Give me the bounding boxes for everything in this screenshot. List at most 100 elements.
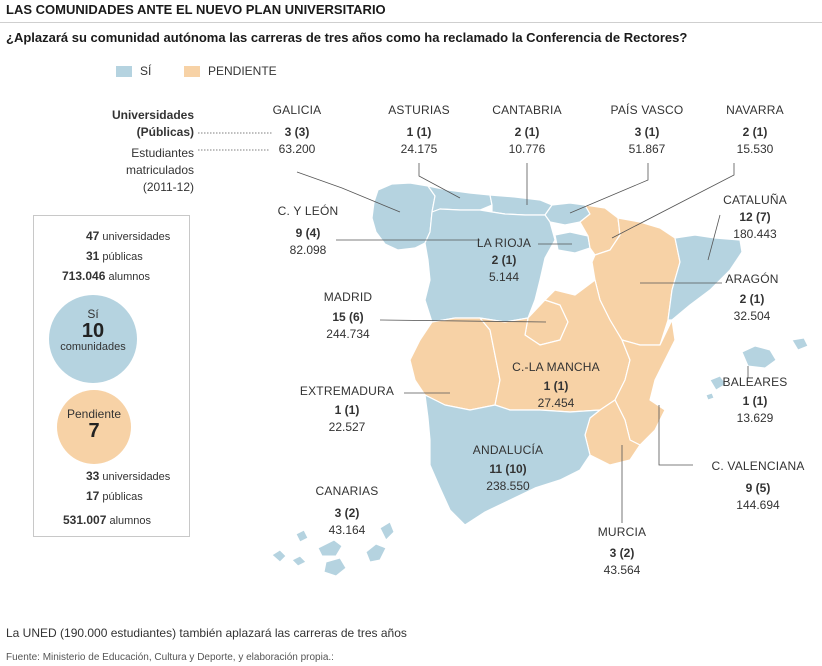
murcia-univ: 3 (2) <box>609 546 635 560</box>
galicia-univ: 3 (3) <box>284 125 310 139</box>
clamancha-univ: 1 (1) <box>543 379 569 393</box>
label-cataluna[interactable]: CATALUÑA 12 (7) 180.443 <box>712 192 798 243</box>
label-pais-vasco[interactable]: PAÍS VASCO 3 (1) 51.867 <box>600 102 694 158</box>
si-universidades-num: 47 <box>86 229 100 243</box>
leader-asturias <box>418 163 461 199</box>
region-asturias[interactable] <box>427 185 493 213</box>
pendiente-publicas-num: 17 <box>86 489 100 503</box>
region-canarias[interactable] <box>271 521 395 577</box>
la-rioja-univ: 2 (1) <box>491 253 517 267</box>
key-matriculados: matriculados <box>125 163 194 177</box>
si-publicas-txt: públicas <box>102 251 143 263</box>
aragon-univ: 2 (1) <box>739 292 765 306</box>
label-extremadura[interactable]: EXTREMADURA 1 (1) 22.527 <box>291 383 403 436</box>
cantabria-univ: 2 (1) <box>514 125 540 139</box>
label-andalucia[interactable]: ANDALUCÍA 11 (10) 238.550 <box>465 442 551 495</box>
clamancha-students: 27.454 <box>537 396 575 410</box>
key-estudiantes: Estudiantes <box>131 146 194 160</box>
andalucia-students: 238.550 <box>486 479 530 493</box>
label-clamancha[interactable]: C.-LA MANCHA 1 (1) 27.454 <box>503 359 609 412</box>
pendiente-universidades-txt: universidades <box>102 471 171 483</box>
region-extremadura[interactable] <box>409 317 501 411</box>
navarra-name: NAVARRA <box>726 103 784 117</box>
si-alumnos-num: 713.046 <box>62 269 106 283</box>
pendiente-circle-label: Pendiente <box>66 407 122 421</box>
label-aragon[interactable]: ARAGÓN 2 (1) 32.504 <box>718 271 786 325</box>
summary-box <box>33 215 190 537</box>
source-note: Fuente: Ministerio de Educación, Cultura… <box>6 652 334 663</box>
si-circle: Sí 10 comunidades <box>49 295 137 383</box>
region-la-rioja[interactable] <box>554 231 591 254</box>
legend-si: SÍ <box>116 64 151 78</box>
label-galicia[interactable]: GALICIA 3 (3) 63.200 <box>262 102 332 158</box>
asturias-univ: 1 (1) <box>406 125 432 139</box>
cyleon-univ: 9 (4) <box>295 226 321 240</box>
key-curso: (2011-12) <box>142 180 194 194</box>
label-canarias[interactable]: CANARIAS 3 (2) 43.164 <box>305 483 389 539</box>
label-la-rioja[interactable]: LA RIOJA 2 (1) 5.144 <box>470 235 538 286</box>
region-cantabria[interactable] <box>489 194 553 216</box>
map-subtitle: ¿Aplazará su comunidad autónoma las carr… <box>6 30 688 45</box>
region-castilla-leon[interactable] <box>424 208 556 323</box>
extremadura-students: 22.527 <box>328 420 366 434</box>
si-universidades: 47 universidades <box>86 229 170 243</box>
cyleon-name: C. Y LEÓN <box>277 204 339 218</box>
label-murcia[interactable]: MURCIA 3 (2) 43.564 <box>589 524 655 579</box>
asturias-name: ASTURIAS <box>388 103 450 117</box>
legend-si-swatch <box>116 65 132 77</box>
si-circle-num: 10 <box>81 320 105 342</box>
region-baleares[interactable] <box>705 337 809 401</box>
murcia-name: MURCIA <box>597 525 647 539</box>
key-dotted-lines <box>198 132 272 151</box>
pendiente-publicas-txt: públicas <box>102 491 143 503</box>
aragon-name: ARAGÓN <box>725 272 779 286</box>
label-asturias[interactable]: ASTURIAS 1 (1) 24.175 <box>379 102 459 158</box>
cantabria-students: 10.776 <box>508 142 546 156</box>
legend-pendiente: PENDIENTE <box>184 64 277 78</box>
region-comunidad-valenciana[interactable] <box>614 319 676 446</box>
label-cyleon[interactable]: C. Y LEÓN 9 (4) 82.098 <box>272 203 344 259</box>
si-circle-sub: comunidades <box>60 341 126 353</box>
cataluna-name: CATALUÑA <box>723 193 787 207</box>
si-alumnos: 713.046 alumnos <box>62 269 150 283</box>
aragon-students: 32.504 <box>733 309 771 323</box>
leader-cvalenciana <box>658 405 693 466</box>
legend-pendiente-swatch <box>184 65 200 77</box>
key-universidades: Universidades <box>111 108 194 122</box>
la-rioja-students: 5.144 <box>488 270 520 284</box>
region-andalucia[interactable] <box>424 394 601 526</box>
cyleon-students: 82.098 <box>289 243 327 257</box>
label-baleares[interactable]: BALEARES 1 (1) 13.629 <box>712 374 798 427</box>
key-publicas: (Públicas) <box>136 125 194 139</box>
madrid-name: MADRID <box>323 290 373 304</box>
map-title: LAS COMUNIDADES ANTE EL NUEVO PLAN UNIVE… <box>6 2 386 17</box>
baleares-univ: 1 (1) <box>742 394 768 408</box>
si-universidades-txt: universidades <box>102 231 171 243</box>
label-cantabria[interactable]: CANTABRIA 2 (1) 10.776 <box>480 102 574 158</box>
cantabria-name: CANTABRIA <box>492 103 562 117</box>
legend-pendiente-label: PENDIENTE <box>208 64 277 78</box>
madrid-univ: 15 (6) <box>332 310 364 324</box>
pais-vasco-name: PAÍS VASCO <box>610 103 684 117</box>
cvalenciana-univ: 9 (5) <box>745 481 771 495</box>
label-madrid[interactable]: MADRID 15 (6) 244.734 <box>312 289 384 343</box>
extremadura-name: EXTREMADURA <box>299 384 395 398</box>
andalucia-name: ANDALUCÍA <box>472 443 544 457</box>
canarias-univ: 3 (2) <box>334 506 360 520</box>
clamancha-name: C.-LA MANCHA <box>512 360 600 374</box>
legend-si-label: SÍ <box>140 64 152 78</box>
region-cataluna[interactable] <box>667 234 743 321</box>
label-cvalenciana[interactable]: C. VALENCIANA 9 (5) 144.694 <box>696 458 820 514</box>
si-circle-label: Sí <box>87 307 99 321</box>
baleares-name: BALEARES <box>722 375 788 389</box>
extremadura-univ: 1 (1) <box>334 403 360 417</box>
si-alumnos-txt: alumnos <box>108 271 151 283</box>
galicia-students: 63.200 <box>278 142 316 156</box>
madrid-students: 244.734 <box>326 327 370 341</box>
label-navarra[interactable]: NAVARRA 2 (1) 15.530 <box>715 102 795 158</box>
navarra-univ: 2 (1) <box>742 125 768 139</box>
leader-navarra <box>611 163 735 239</box>
pais-vasco-univ: 3 (1) <box>634 125 660 139</box>
la-rioja-name: LA RIOJA <box>476 236 532 250</box>
